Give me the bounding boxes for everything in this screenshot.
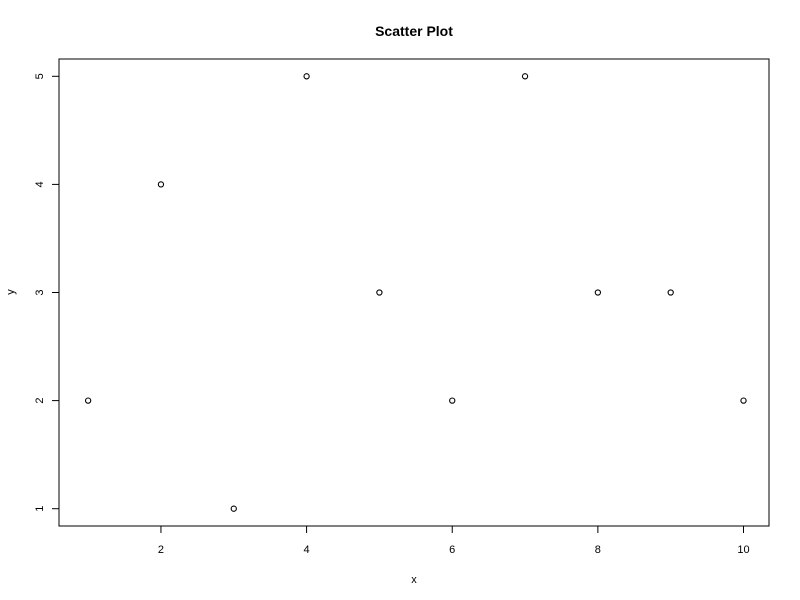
y-tick-label: 1: [34, 506, 46, 512]
data-point: [84, 397, 92, 404]
data-point: [157, 181, 165, 188]
data-point: [521, 73, 529, 80]
y-tick-label: 3: [34, 289, 46, 295]
data-point: [667, 289, 674, 296]
data-point: [303, 73, 310, 80]
x-axis: 2 4 6 8 10: [158, 526, 750, 556]
x-tick-label: 8: [595, 544, 601, 556]
y-tick-label: 2: [34, 398, 46, 404]
x-tick-label: 4: [304, 544, 310, 556]
x-axis-label: x: [411, 574, 417, 586]
chart-title: Scatter Plot: [375, 23, 453, 39]
data-point: [449, 397, 456, 404]
y-tick-label: 4: [34, 181, 46, 187]
y-axis-label: y: [5, 289, 17, 295]
y-tick-label: 5: [34, 73, 46, 79]
x-tick-label: 6: [449, 544, 455, 556]
data-point: [594, 289, 602, 296]
plot-area: [58, 58, 770, 527]
data-point: [376, 289, 383, 296]
x-tick-label: 2: [158, 544, 164, 556]
x-tick-label: 10: [737, 544, 749, 556]
data-point: [230, 505, 237, 512]
y-axis: 1 2 3 4 5: [34, 73, 59, 512]
data-point: [740, 397, 747, 404]
data-points: [84, 73, 747, 512]
